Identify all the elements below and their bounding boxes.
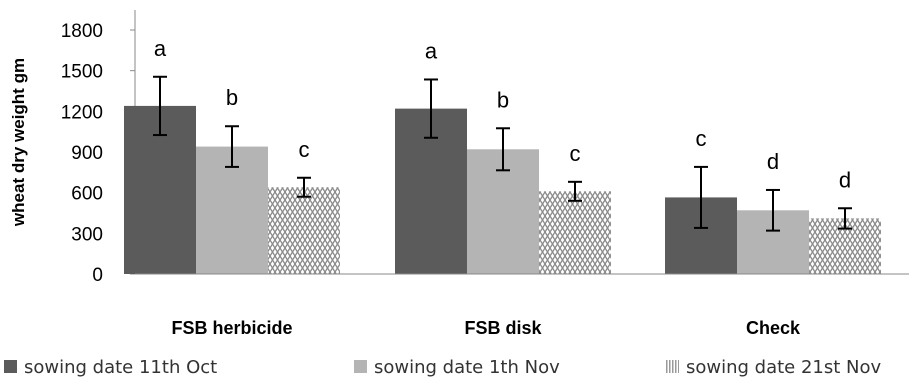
legend-swatch — [354, 360, 367, 373]
y-tick-label: 600 — [71, 184, 103, 205]
y-tick-label: 1800 — [61, 21, 103, 42]
y-tick-label: 0 — [92, 265, 103, 286]
legend-label: sowing date 1th Nov — [374, 357, 560, 378]
y-tick-label: 1200 — [61, 102, 103, 123]
significance-letter: d — [839, 167, 851, 192]
y-tick-label: 900 — [71, 143, 103, 164]
y-axis: 0 300 600 900 1200 1500 1800 — [61, 10, 136, 286]
significance-letter: b — [226, 85, 238, 110]
legend-label: sowing date 11th Oct — [24, 357, 217, 378]
significance-letter: c — [696, 126, 707, 151]
category-labels: FSB herbicide FSB disk Check — [171, 318, 801, 338]
category-label: Check — [746, 318, 801, 338]
y-axis-label: wheat dry weight gm — [9, 58, 28, 227]
category-label: FSB disk — [464, 318, 542, 338]
significance-letter: d — [767, 149, 779, 174]
significance-letter: a — [425, 38, 438, 63]
legend: sowing date 11th Oct sowing date 1th Nov s… — [4, 357, 882, 378]
y-tick-label: 1500 — [61, 62, 103, 83]
significance-letter: c — [570, 141, 581, 166]
category-label: FSB herbicide — [171, 318, 292, 338]
significance-letter: a — [154, 36, 167, 61]
significance-letter: b — [497, 87, 509, 112]
bar — [539, 191, 611, 274]
bar — [268, 187, 340, 274]
legend-label: sowing date 21st Nov — [686, 357, 882, 378]
legend-swatch — [4, 360, 17, 373]
y-tick-label: 300 — [71, 224, 103, 245]
bars: a b c a b c c d d — [124, 36, 909, 275]
legend-swatch — [666, 360, 679, 373]
significance-letter: c — [299, 137, 310, 162]
